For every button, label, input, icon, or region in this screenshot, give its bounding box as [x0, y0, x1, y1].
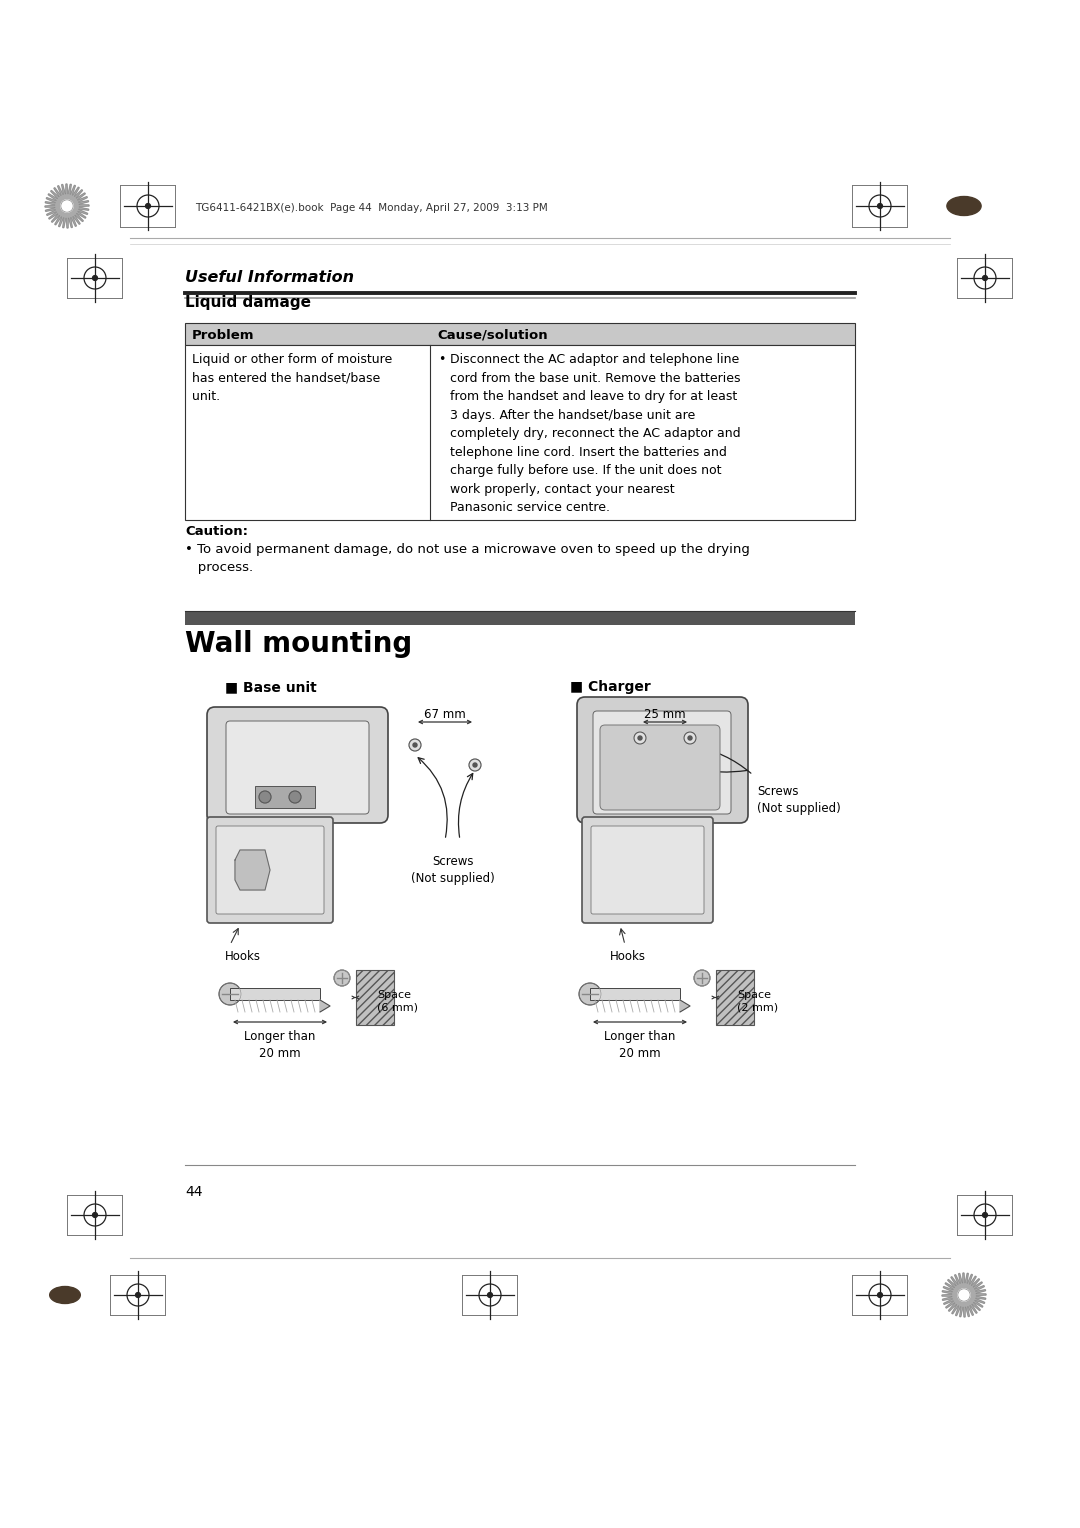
Circle shape — [634, 732, 646, 744]
Circle shape — [579, 983, 600, 1005]
Circle shape — [84, 267, 106, 289]
Circle shape — [93, 1213, 97, 1218]
Text: Liquid damage: Liquid damage — [185, 295, 311, 310]
Circle shape — [869, 196, 891, 217]
Text: Screws
(Not supplied): Screws (Not supplied) — [411, 856, 495, 885]
Text: TG6411-6421BX(e).book  Page 44  Monday, April 27, 2009  3:13 PM: TG6411-6421BX(e).book Page 44 Monday, Ap… — [195, 203, 548, 212]
FancyBboxPatch shape — [226, 721, 369, 814]
Bar — [590, 989, 680, 999]
Polygon shape — [680, 999, 690, 1012]
FancyBboxPatch shape — [207, 707, 388, 824]
Text: ■ Base unit: ■ Base unit — [225, 680, 316, 694]
Polygon shape — [320, 999, 330, 1012]
Text: Space
(6 mm): Space (6 mm) — [377, 990, 418, 1013]
Text: •: • — [438, 353, 445, 367]
Polygon shape — [45, 183, 89, 228]
Text: process.: process. — [185, 561, 253, 575]
Circle shape — [638, 736, 642, 740]
Text: Liquid or other form of moisture
has entered the handset/base
unit.: Liquid or other form of moisture has ent… — [192, 353, 392, 403]
Circle shape — [259, 792, 271, 804]
Polygon shape — [235, 850, 270, 889]
Text: Caution:: Caution: — [185, 526, 248, 538]
Circle shape — [413, 743, 417, 747]
Text: Hooks: Hooks — [225, 950, 261, 963]
Circle shape — [60, 200, 73, 212]
Text: Space
(2 mm): Space (2 mm) — [737, 990, 778, 1013]
Text: Longer than
20 mm: Longer than 20 mm — [244, 1030, 315, 1060]
Text: • To avoid permanent damage, do not use a microwave oven to speed up the drying: • To avoid permanent damage, do not use … — [185, 542, 750, 556]
Circle shape — [480, 1284, 501, 1306]
Text: Longer than
20 mm: Longer than 20 mm — [605, 1030, 676, 1060]
Circle shape — [289, 792, 301, 804]
Bar — [185, 345, 855, 520]
Circle shape — [137, 196, 159, 217]
Circle shape — [334, 970, 350, 986]
Ellipse shape — [947, 197, 981, 215]
Text: Disconnect the AC adaptor and telephone line
cord from the base unit. Remove the: Disconnect the AC adaptor and telephone … — [450, 353, 741, 513]
Text: ■ Charger: ■ Charger — [570, 680, 651, 694]
Circle shape — [487, 1293, 492, 1297]
FancyBboxPatch shape — [577, 697, 748, 824]
Text: 25 mm: 25 mm — [644, 707, 686, 721]
Bar — [185, 611, 855, 625]
Circle shape — [409, 740, 421, 750]
Circle shape — [684, 732, 696, 744]
Text: 44: 44 — [185, 1186, 203, 1199]
Circle shape — [958, 1288, 970, 1302]
Text: 67 mm: 67 mm — [424, 707, 465, 721]
Circle shape — [93, 275, 97, 281]
Circle shape — [136, 1293, 140, 1297]
Text: Screws
(Not supplied): Screws (Not supplied) — [757, 785, 840, 814]
Text: Hooks: Hooks — [610, 950, 646, 963]
Circle shape — [473, 762, 477, 767]
Circle shape — [688, 736, 692, 740]
Text: Wall mounting: Wall mounting — [185, 630, 413, 659]
Circle shape — [974, 267, 996, 289]
Text: Problem: Problem — [192, 329, 255, 341]
Polygon shape — [942, 1273, 986, 1317]
Circle shape — [983, 275, 987, 281]
Circle shape — [469, 759, 481, 772]
Circle shape — [127, 1284, 149, 1306]
Circle shape — [869, 1284, 891, 1306]
Bar — [185, 322, 855, 345]
Text: Cause/solution: Cause/solution — [437, 329, 548, 341]
Ellipse shape — [50, 1287, 80, 1303]
Circle shape — [983, 1213, 987, 1218]
FancyBboxPatch shape — [593, 711, 731, 814]
Bar — [356, 970, 394, 1025]
Bar — [230, 989, 320, 999]
FancyBboxPatch shape — [216, 827, 324, 914]
FancyBboxPatch shape — [591, 827, 704, 914]
Circle shape — [974, 1204, 996, 1225]
FancyBboxPatch shape — [207, 817, 333, 923]
Bar — [716, 970, 754, 1025]
Circle shape — [878, 203, 882, 208]
Circle shape — [146, 203, 150, 208]
Text: Useful Information: Useful Information — [185, 270, 354, 286]
Circle shape — [694, 970, 710, 986]
Bar — [255, 785, 315, 808]
Circle shape — [878, 1293, 882, 1297]
Circle shape — [219, 983, 241, 1005]
FancyBboxPatch shape — [600, 724, 720, 810]
Circle shape — [84, 1204, 106, 1225]
FancyBboxPatch shape — [582, 817, 713, 923]
